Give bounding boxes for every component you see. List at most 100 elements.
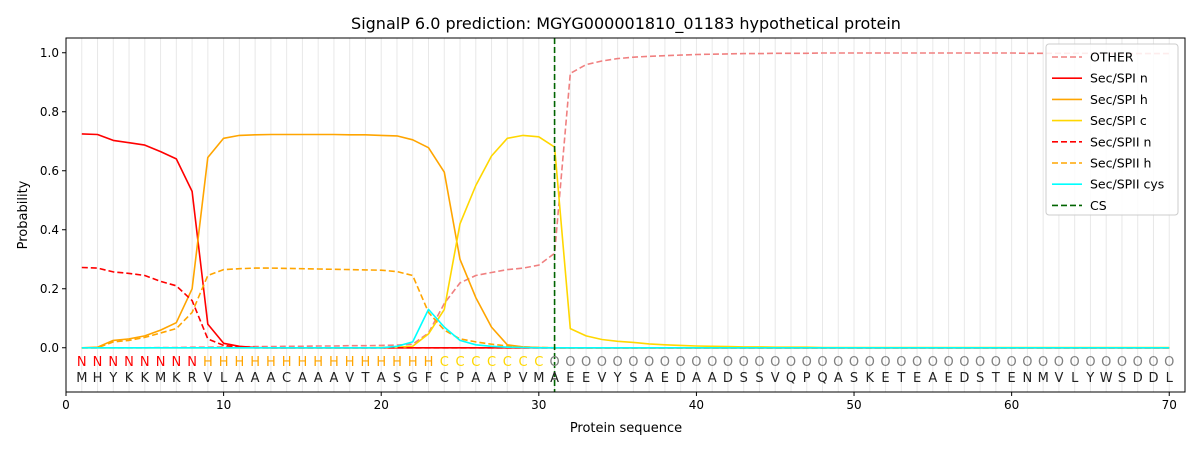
- series-line-other: [81, 52, 1170, 349]
- legend-label: Sec/SPII h: [1090, 156, 1151, 171]
- region-label: O: [833, 355, 843, 370]
- legend-label: CS: [1090, 198, 1107, 213]
- region-label: O: [1101, 355, 1111, 370]
- region-label: O: [865, 355, 875, 370]
- region-label: O: [754, 355, 764, 370]
- region-label: H: [250, 355, 260, 370]
- x-tick-label: 40: [689, 398, 704, 412]
- legend-label: Sec/SPII cys: [1090, 177, 1164, 192]
- region-label: C: [503, 355, 512, 370]
- region-label: H: [219, 355, 229, 370]
- x-tick-label: 10: [216, 398, 231, 412]
- region-label: O: [1038, 355, 1048, 370]
- region-label: O: [959, 355, 969, 370]
- region-label: O: [549, 355, 559, 370]
- region-label: O: [880, 355, 890, 370]
- x-tick-label: 0: [62, 398, 70, 412]
- x-tick-label: 20: [374, 398, 389, 412]
- region-label: O: [943, 355, 953, 370]
- region-label: H: [408, 355, 418, 370]
- region-label: O: [786, 355, 796, 370]
- legend-label: Sec/SPI n: [1090, 71, 1148, 86]
- residue-sequence: MHYKKMKRVLAAACAAAVTASGFCPAAPVMAEEVYSAEDA…: [76, 371, 1173, 386]
- region-label: O: [1133, 355, 1143, 370]
- region-label: H: [329, 355, 339, 370]
- region-label: O: [849, 355, 859, 370]
- region-label: N: [171, 355, 181, 370]
- region-label: O: [1054, 355, 1064, 370]
- region-label: O: [565, 355, 575, 370]
- y-axis-ticks: 0.0 0.2 0.4 0.6 0.8 1.0: [40, 46, 66, 355]
- y-tick-label: 0.6: [40, 164, 59, 178]
- region-label: N: [77, 355, 87, 370]
- legend-box: [1045, 43, 1179, 216]
- y-tick-label: 0.8: [40, 105, 59, 119]
- legend-label: OTHER: [1090, 50, 1134, 65]
- region-label: O: [597, 355, 607, 370]
- region-label: H: [313, 355, 323, 370]
- region-label: O: [912, 355, 922, 370]
- x-tick-label: 50: [846, 398, 861, 412]
- region-label: H: [392, 355, 402, 370]
- grid-lines: [81, 38, 1170, 392]
- region-label: C: [534, 355, 543, 370]
- region-label: O: [660, 355, 670, 370]
- region-label: C: [471, 355, 480, 370]
- region-label: O: [1085, 355, 1095, 370]
- region-label: N: [187, 355, 197, 370]
- series-line-sec-spii-h: [81, 267, 1170, 349]
- chart-marks: [81, 38, 1170, 392]
- series-line-sec-spii-n: [81, 266, 1170, 349]
- region-label: H: [282, 355, 292, 370]
- plot-frame: [65, 37, 1186, 393]
- region-label: O: [1164, 355, 1174, 370]
- x-tick-label: 30: [531, 398, 546, 412]
- x-axis-ticks: 0 10 20 30 40 50 60 70: [62, 392, 1177, 412]
- region-label: O: [896, 355, 906, 370]
- y-tick-label: 0.2: [40, 282, 59, 296]
- region-label: O: [691, 355, 701, 370]
- region-label: O: [975, 355, 985, 370]
- region-label: O: [644, 355, 654, 370]
- region-label: O: [1007, 355, 1017, 370]
- region-label: O: [1117, 355, 1127, 370]
- region-label: O: [991, 355, 1001, 370]
- region-label: O: [928, 355, 938, 370]
- legend-label: Sec/SPI c: [1090, 113, 1147, 128]
- region-label: O: [802, 355, 812, 370]
- region-label: H: [234, 355, 244, 370]
- legend: OTHER Sec/SPI n Sec/SPI h Sec/SPI c Sec/SPII…: [1045, 43, 1179, 216]
- y-tick-label: 0.0: [40, 341, 59, 355]
- region-label: H: [266, 355, 276, 370]
- series-line-sec-spi-n: [81, 133, 1170, 349]
- region-label: C: [440, 355, 449, 370]
- legend-label: Sec/SPII n: [1090, 134, 1151, 149]
- region-label: C: [455, 355, 464, 370]
- region-label: O: [676, 355, 686, 370]
- y-tick-label: 0.4: [40, 223, 59, 237]
- region-label: H: [424, 355, 434, 370]
- series-line-sec-spi-c: [81, 134, 1170, 349]
- series-line-sec-spi-h: [81, 133, 1170, 349]
- region-label: O: [613, 355, 623, 370]
- series-line-sec-spii-cys: [81, 308, 1170, 349]
- region-label: N: [140, 355, 150, 370]
- region-label: H: [361, 355, 371, 370]
- region-label: O: [1022, 355, 1032, 370]
- region-label: O: [707, 355, 717, 370]
- region-label: O: [723, 355, 733, 370]
- region-label: H: [298, 355, 308, 370]
- region-label: O: [817, 355, 827, 370]
- region-label: O: [628, 355, 638, 370]
- region-label: O: [1070, 355, 1080, 370]
- region-label: O: [770, 355, 780, 370]
- region-label: N: [124, 355, 134, 370]
- region-label: N: [108, 355, 118, 370]
- region-label: C: [487, 355, 496, 370]
- region-label: O: [739, 355, 749, 370]
- x-tick-label: 70: [1162, 398, 1177, 412]
- region-label: H: [345, 355, 355, 370]
- region-label: N: [93, 355, 103, 370]
- region-label: H: [376, 355, 386, 370]
